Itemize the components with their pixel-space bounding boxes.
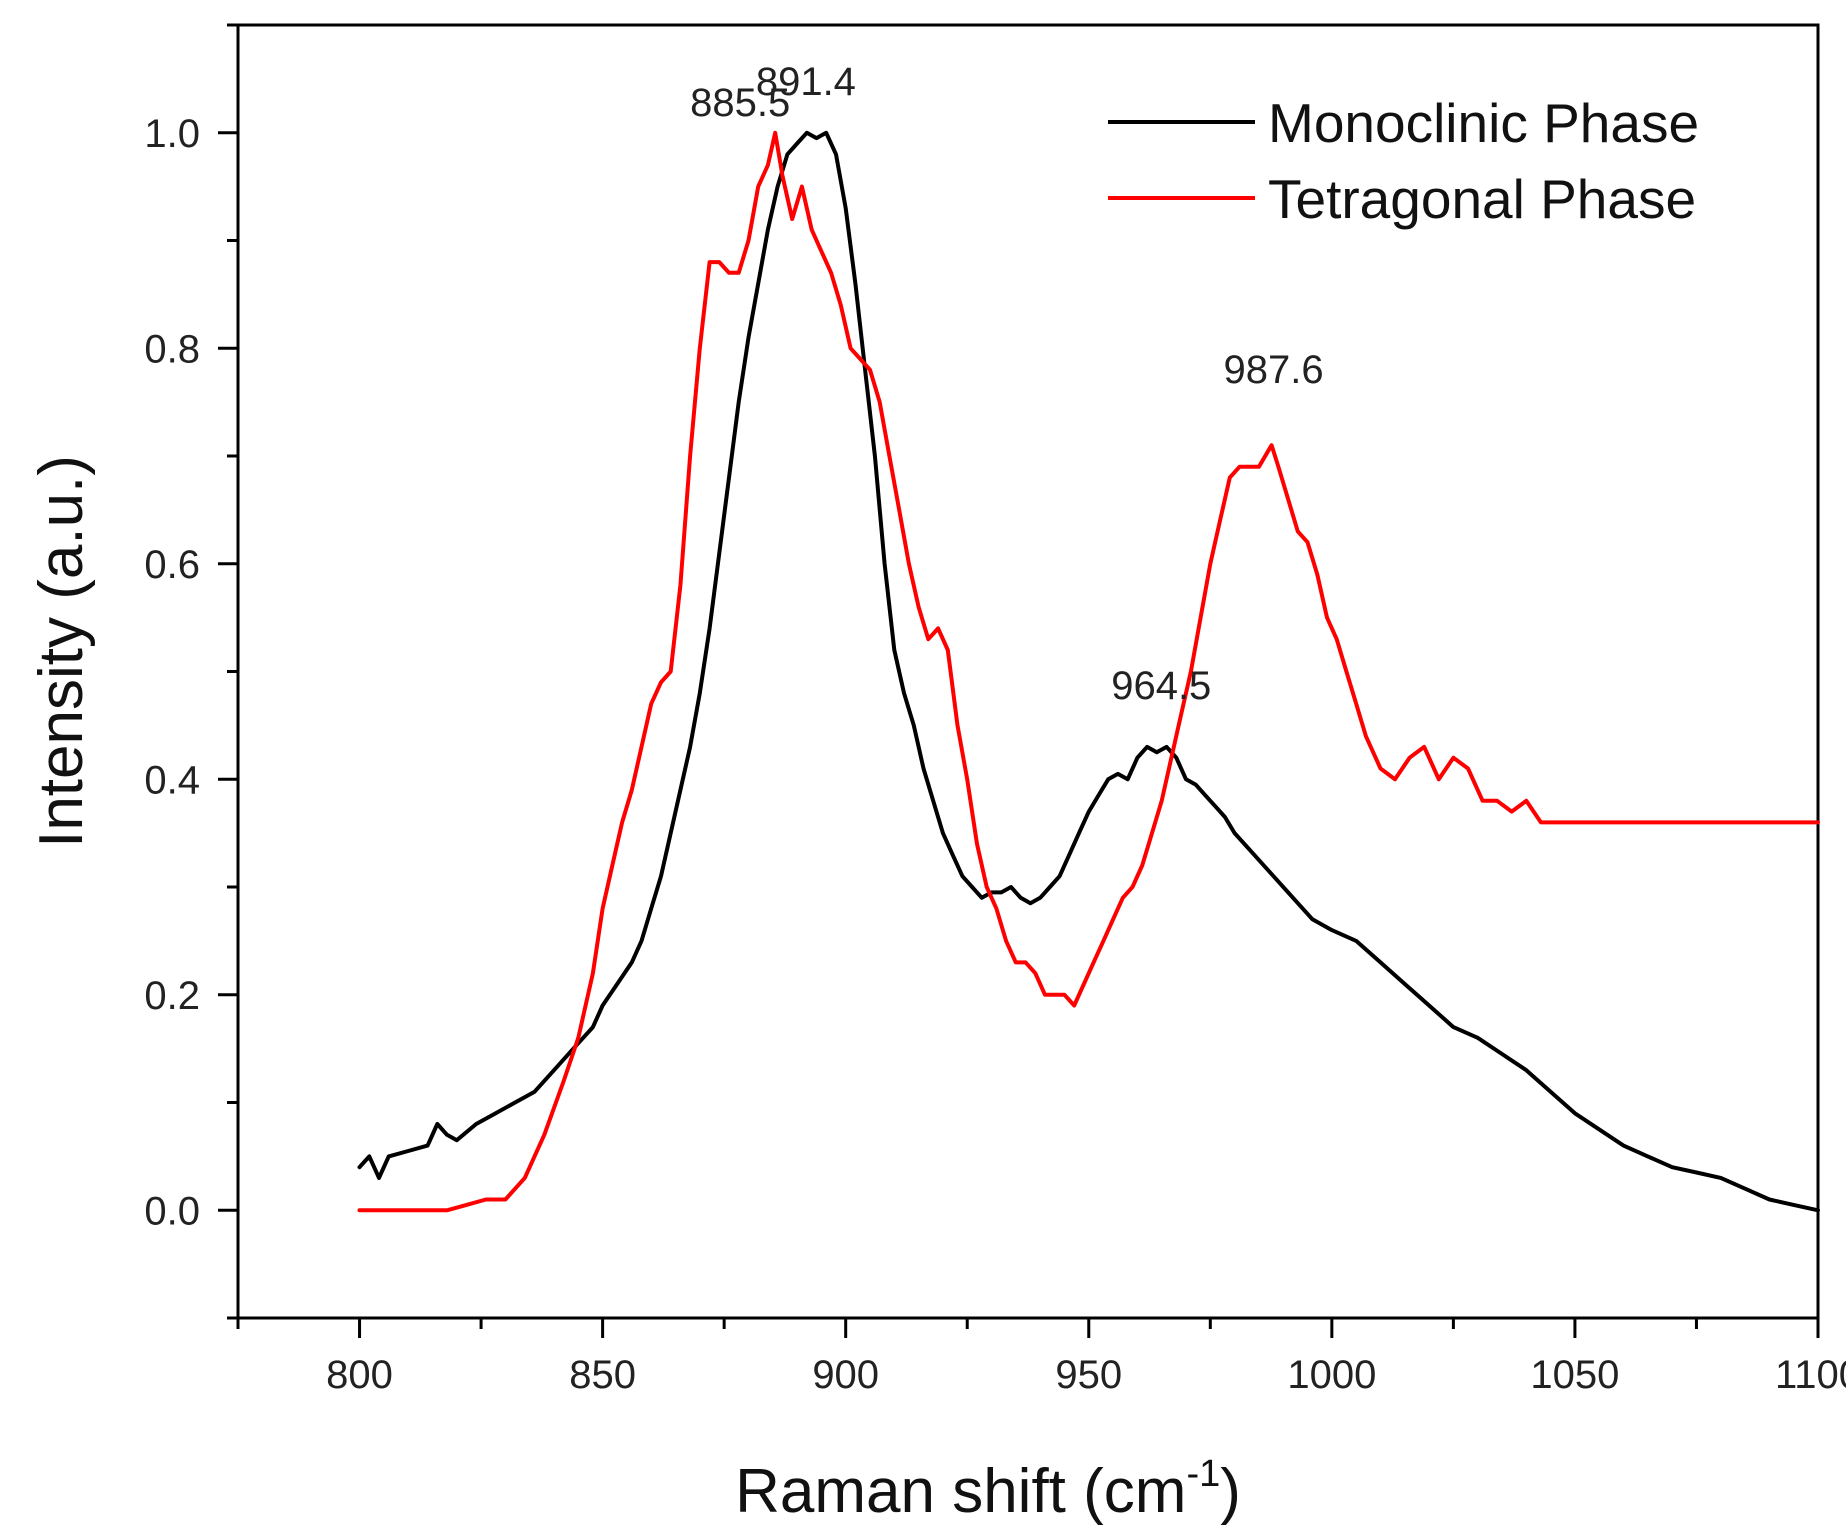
y-axis-title: Intensity (a.u.) (27, 455, 96, 848)
x-tick-label-900: 900 (812, 1353, 879, 1397)
x-tick-label-800: 800 (326, 1353, 393, 1397)
x-axis-title: Raman shift (cm-1) (735, 1453, 1241, 1526)
y-tick-label-2: 0.4 (144, 758, 200, 802)
series-layer (357, 130, 1820, 1213)
legend-label-tetragonal: Tetragonal Phase (1268, 168, 1696, 230)
peak-label-891-4: 891.4 (756, 60, 856, 104)
x-tick-label-1050: 1050 (1530, 1353, 1619, 1397)
y-tick-label-4: 0.8 (144, 327, 200, 371)
x-axis-title-main: Raman shift (cm (735, 1457, 1186, 1526)
x-tick-label-1000: 1000 (1287, 1353, 1376, 1397)
x-tick-label-850: 850 (569, 1353, 636, 1397)
series-line-tetragonal-phase (357, 130, 1820, 1213)
x-axis-title-close: ) (1220, 1457, 1241, 1526)
peak-label-885-5: 885.5 (690, 81, 790, 125)
y-tick-label-5: 1.0 (144, 112, 200, 156)
legend: Monoclinic Phase Tetragonal Phase (1108, 92, 1699, 230)
peak-label-964-5: 964.5 (1111, 664, 1211, 708)
x-axis-title-sup: -1 (1186, 1453, 1220, 1495)
y-tick-label-1: 0.2 (144, 974, 200, 1018)
peak-label-987-6: 987.6 (1224, 348, 1324, 392)
y-tick-label-0: 0.0 (144, 1189, 200, 1233)
series-line-monoclinic-phase (357, 130, 1820, 1213)
y-tick-label-3: 0.6 (144, 543, 200, 587)
x-tick-label-950: 950 (1055, 1353, 1122, 1397)
legend-label-monoclinic: Monoclinic Phase (1268, 92, 1699, 154)
